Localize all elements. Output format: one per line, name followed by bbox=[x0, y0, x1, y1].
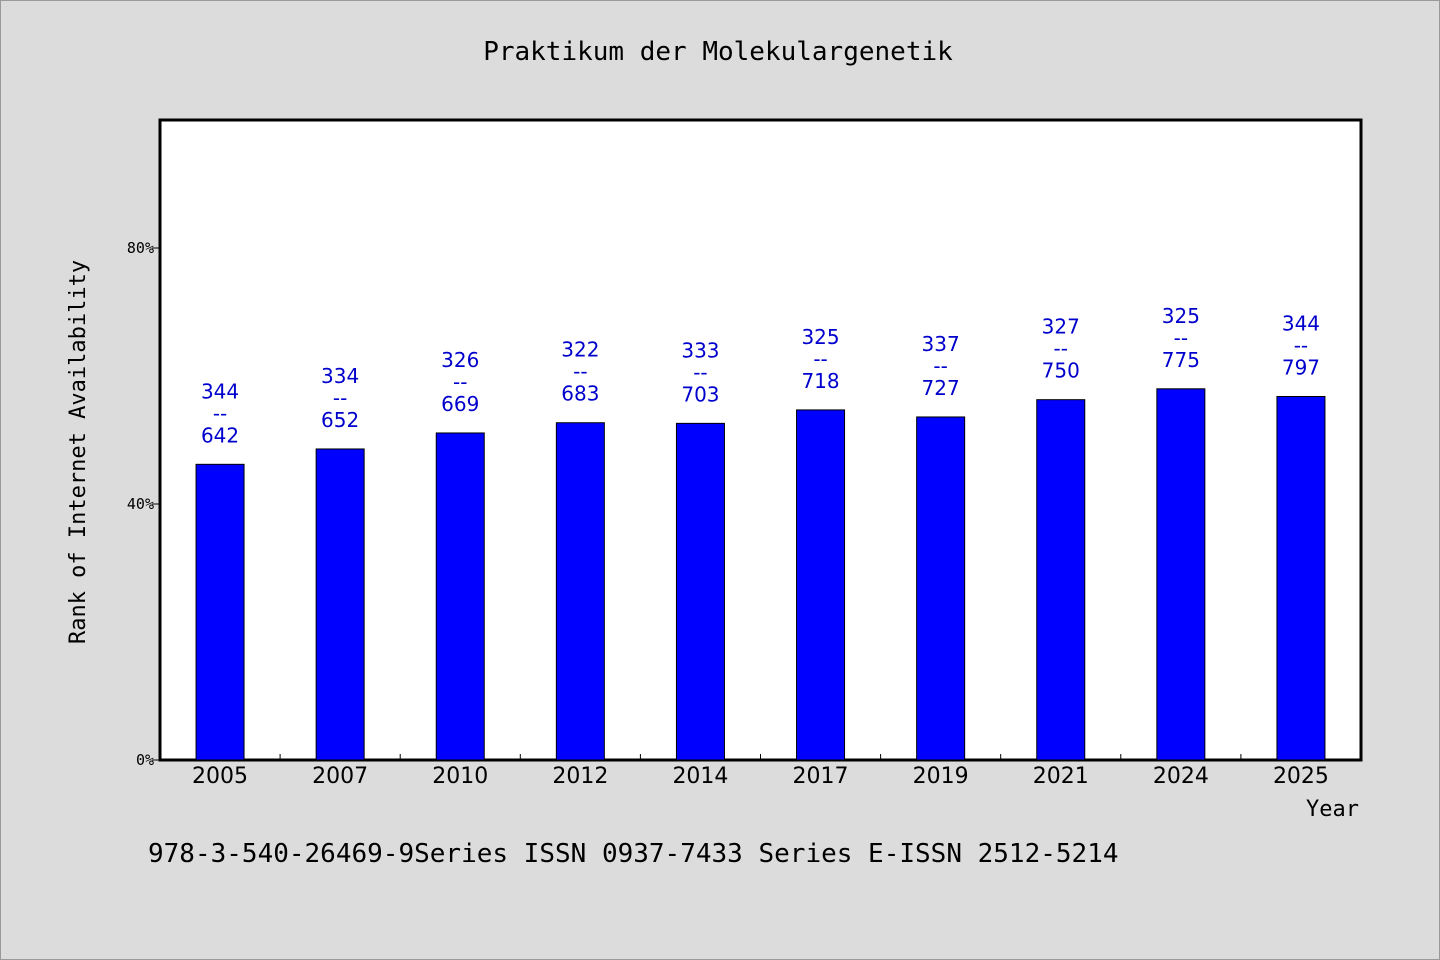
data-label: 797 bbox=[1282, 355, 1320, 379]
data-label: -- bbox=[1294, 333, 1308, 357]
y-tick-label: 40% bbox=[127, 495, 154, 513]
bar-2010 bbox=[435, 432, 485, 761]
bar-2024 bbox=[1156, 388, 1206, 761]
data-label: -- bbox=[813, 347, 827, 371]
data-label: 344 bbox=[1282, 311, 1320, 335]
x-axis-label: Year bbox=[1306, 797, 1359, 822]
bar-2025 bbox=[1276, 395, 1326, 761]
data-label: -- bbox=[453, 370, 467, 394]
bar-2007 bbox=[315, 448, 365, 761]
data-label: 326 bbox=[441, 348, 479, 372]
data-label: 337 bbox=[922, 332, 960, 356]
data-label: -- bbox=[693, 360, 707, 384]
data-label: 727 bbox=[922, 376, 960, 400]
x-tick-label: 2007 bbox=[312, 764, 368, 789]
x-tick-label: 2005 bbox=[192, 764, 248, 789]
bars bbox=[195, 388, 1326, 761]
x-tick-label: 2019 bbox=[913, 764, 969, 789]
y-tick-label: 80% bbox=[127, 239, 154, 257]
data-label: 683 bbox=[561, 382, 599, 406]
data-label: 344 bbox=[201, 379, 239, 403]
axis-ticks: 0% 40% 80% bbox=[127, 239, 1242, 769]
data-label: -- bbox=[1174, 326, 1188, 350]
x-tick-label: 2010 bbox=[432, 764, 488, 789]
data-label: 325 bbox=[1162, 304, 1200, 328]
data-label: -- bbox=[213, 401, 227, 425]
data-label: 669 bbox=[441, 392, 479, 416]
x-tick-label: 2014 bbox=[672, 764, 728, 789]
x-tick-label: 2012 bbox=[552, 764, 608, 789]
data-label: -- bbox=[933, 354, 947, 378]
x-tick-label: 2021 bbox=[1033, 764, 1089, 789]
bar-2014 bbox=[675, 422, 725, 761]
bar-2019 bbox=[916, 416, 966, 761]
data-label: 642 bbox=[201, 423, 239, 447]
data-label: -- bbox=[573, 360, 587, 384]
bar-2005 bbox=[195, 463, 245, 761]
data-label: 334 bbox=[321, 364, 359, 388]
data-label: 718 bbox=[801, 369, 839, 393]
bar-2021 bbox=[1036, 399, 1086, 761]
data-label: 333 bbox=[681, 338, 719, 362]
data-label: 750 bbox=[1042, 359, 1080, 383]
bar-2012 bbox=[555, 422, 605, 761]
bar-2017 bbox=[796, 409, 846, 761]
data-label: 652 bbox=[321, 408, 359, 432]
data-label: -- bbox=[1054, 337, 1068, 361]
x-tick-label: 2017 bbox=[793, 764, 849, 789]
data-label: 327 bbox=[1042, 315, 1080, 339]
y-tick-label: 0% bbox=[136, 751, 154, 769]
y-axis-label: Rank of Internet Availability bbox=[66, 260, 91, 644]
data-label: 325 bbox=[801, 325, 839, 349]
data-label: 322 bbox=[561, 338, 599, 362]
data-label: 775 bbox=[1162, 348, 1200, 372]
x-tick-label: 2025 bbox=[1273, 764, 1329, 789]
chart-title: Praktikum der Molekulargenetik bbox=[483, 37, 953, 67]
data-label: -- bbox=[333, 386, 347, 410]
data-label: 703 bbox=[681, 382, 719, 406]
data-labels: 2005344--6422007334--6522010326--6692012… bbox=[192, 304, 1329, 789]
x-tick-label: 2024 bbox=[1153, 764, 1209, 789]
footer-text: 978-3-540-26469-9Series ISSN 0937-7433 S… bbox=[148, 839, 1119, 869]
